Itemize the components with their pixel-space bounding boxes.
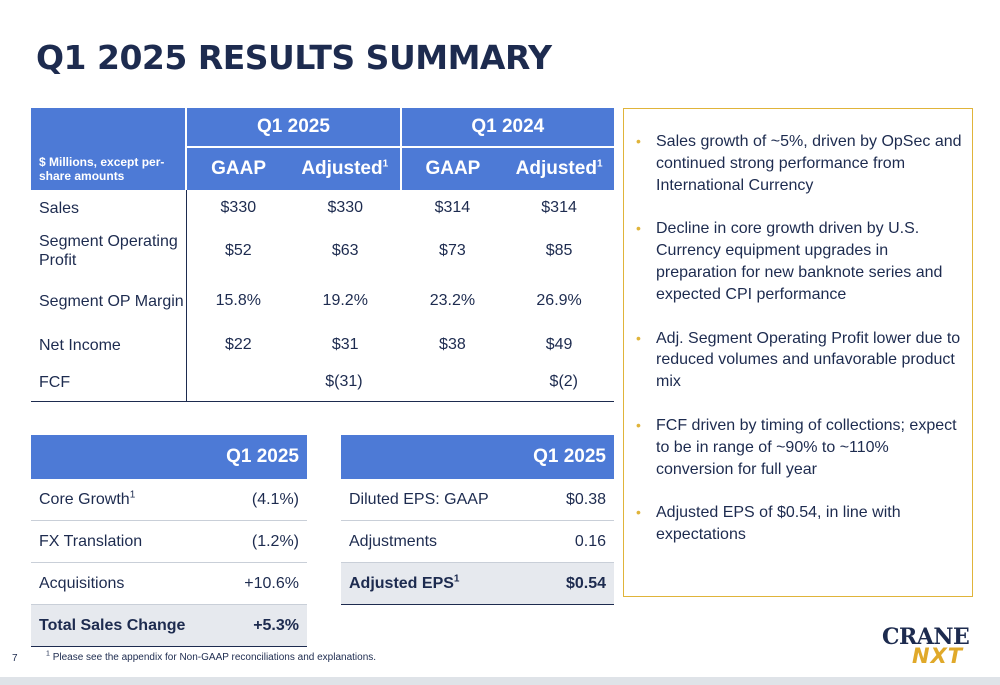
cell-value: $0.38	[517, 479, 614, 521]
row-label: Core Growth1	[31, 479, 213, 521]
bullet-icon: •	[636, 416, 641, 433]
row-label: Segment OP Margin	[31, 276, 187, 326]
sales-growth-table: Q1 2025 Core Growth1 (4.1%) FX Translati…	[31, 435, 307, 647]
row-label: Adjusted EPS1	[341, 562, 518, 605]
column-header-row: $ Millions, except per-share amounts GAA…	[31, 146, 614, 190]
eps-header: Q1 2025	[517, 435, 614, 479]
row-label: Segment Operating Profit	[31, 226, 187, 276]
row-label: Net Income	[31, 326, 187, 364]
col-gaap-2025: GAAP	[185, 146, 290, 190]
period-q1-2024: Q1 2024	[399, 108, 614, 147]
cell-value: $(2)	[400, 364, 614, 402]
cell-value: $(31)	[186, 364, 401, 402]
cell-value: $63	[331, 242, 359, 259]
table-row: FX Translation (1.2%)	[31, 520, 307, 563]
list-item: • Sales growth of ~5%, driven by OpSec an…	[636, 133, 962, 194]
cell-value: $330	[327, 199, 364, 216]
cell-value: (1.2%)	[212, 520, 307, 563]
bullet-icon: •	[636, 133, 641, 149]
footnote: 1 Please see the appendix for Non-GAAP r…	[46, 650, 377, 663]
row-label: Sales	[31, 190, 187, 226]
cell-value: $314	[434, 199, 471, 216]
col-adjusted-2024: Adjusted1	[504, 146, 614, 190]
growth-header: Q1 2025	[212, 435, 307, 479]
bullet-icon: •	[636, 220, 641, 237]
footer-bar	[0, 677, 1000, 685]
page-number: 7	[12, 653, 18, 664]
cell-value: $0.54	[517, 562, 614, 605]
logo-crane-text: CRANE	[882, 624, 970, 650]
table-row: Segment OP Margin 15.8% 19.2% 23.2% 26.9…	[31, 276, 614, 326]
cell-value: 15.8%	[215, 292, 261, 309]
cell-value: $49	[545, 336, 573, 353]
table-row: Adjustments 0.16	[341, 520, 614, 563]
cell-value: +10.6%	[212, 562, 307, 605]
list-item: • Adjusted EPS of $0.54, in line with exp…	[636, 504, 901, 544]
bullet-icon: •	[636, 329, 641, 346]
logo-nxt-text: NXT	[912, 644, 964, 668]
table-row: Core Growth1 (4.1%)	[31, 479, 307, 521]
row-label: Total Sales Change	[31, 604, 213, 647]
col-adjusted-2025: Adjusted1	[289, 146, 401, 190]
period-q1-2025: Q1 2025	[185, 108, 401, 147]
table-row: Sales $330 $330 $314 $314	[31, 190, 614, 226]
cell-value: 19.2%	[322, 292, 368, 309]
cell-value: $31	[331, 336, 359, 353]
crane-nxt-logo: CRANE NXT	[882, 624, 978, 670]
cell-value: (4.1%)	[212, 479, 307, 521]
list-item: • Adj. Segment Operating Profit lower due…	[636, 329, 961, 391]
cell-value: 26.9%	[536, 292, 582, 309]
list-item: • Decline in core growth driven by U.S. C…	[636, 220, 943, 303]
results-table: Q1 2025 Q1 2024 $ Millions, except per-s…	[31, 108, 614, 402]
cell-value: 23.2%	[429, 292, 476, 309]
table-row: FCF $(31) $(2)	[31, 364, 614, 402]
row-label: Adjustments	[341, 520, 518, 563]
total-row: Total Sales Change +5.3%	[31, 604, 307, 647]
cell-value: $38	[439, 336, 466, 353]
row-label: FCF	[31, 364, 187, 402]
page-title: Q1 2025 RESULTS SUMMARY	[36, 38, 552, 77]
highlights-box: • Sales growth of ~5%, driven by OpSec an…	[623, 108, 973, 597]
eps-table: Q1 2025 Diluted EPS: GAAP $0.38 Adjustme…	[341, 435, 614, 605]
cell-value: $330	[220, 199, 257, 216]
period-header-row: Q1 2025 Q1 2024	[31, 108, 614, 147]
list-item: • FCF driven by timing of collections; ex…	[636, 416, 957, 478]
table-row: Acquisitions +10.6%	[31, 562, 307, 605]
cell-value: $52	[224, 242, 252, 259]
cell-value: $73	[439, 242, 466, 259]
bullet-icon: •	[636, 504, 641, 521]
table-row: Segment Operating Profit $52 $63 $73 $85	[31, 226, 614, 276]
total-row: Adjusted EPS1 $0.54	[341, 562, 614, 605]
cell-value: 0.16	[517, 520, 614, 563]
row-label: FX Translation	[31, 520, 213, 563]
cell-value: $314	[541, 199, 577, 216]
highlights-list: • Sales growth of ~5%, driven by OpSec an…	[624, 109, 972, 546]
unit-label: $ Millions, except per-share amounts	[39, 154, 165, 183]
row-label: Acquisitions	[31, 562, 213, 605]
cell-value: $85	[545, 242, 573, 259]
table-row: Net Income $22 $31 $38 $49	[31, 326, 614, 364]
cell-value: $22	[224, 336, 252, 353]
col-gaap-2024: GAAP	[399, 146, 505, 190]
cell-value: +5.3%	[212, 604, 307, 647]
row-label: Diluted EPS: GAAP	[341, 479, 518, 521]
table-row: Diluted EPS: GAAP $0.38	[341, 479, 614, 521]
